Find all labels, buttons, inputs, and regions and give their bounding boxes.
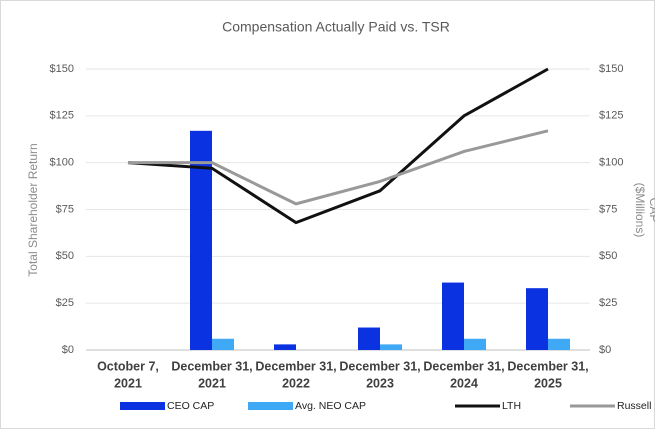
bar [464, 338, 486, 350]
bar [380, 344, 402, 350]
y-tick-label: $150 [50, 63, 74, 75]
x-tick-label: December 31, 2023 [339, 360, 420, 391]
bar [212, 338, 234, 350]
y-tick-label: $50 [56, 250, 74, 262]
y2-tick-label: $25 [599, 297, 617, 309]
y-tick-label: $125 [50, 110, 74, 122]
legend-label: LTH [502, 400, 521, 412]
bar [274, 344, 296, 350]
y2-tick-label: $50 [599, 250, 617, 262]
y2-axis-title: CAP($Millions) [633, 183, 655, 238]
y-tick-label: $25 [56, 297, 74, 309]
x-tick-label: December 31, 2025 [507, 360, 588, 391]
y2-tick-label: $150 [599, 63, 623, 75]
bar [190, 130, 212, 350]
bar [358, 327, 380, 350]
legend-label: Russell 2000 [617, 400, 655, 412]
x-tick-label: October 7, 2021 [97, 360, 159, 391]
x-tick-label: December 31, 2021 [171, 360, 252, 391]
y-tick-label: $0 [62, 344, 74, 356]
bar [442, 282, 464, 350]
y2-tick-label: $125 [599, 110, 623, 122]
y2-tick-label: $100 [599, 157, 623, 169]
y-tick-label: $75 [56, 203, 74, 215]
x-tick-label: December 31, 2022 [255, 360, 336, 391]
y2-tick-label: $0 [599, 344, 611, 356]
bar [526, 288, 548, 350]
legend-swatch [248, 402, 293, 410]
y-tick-label: $100 [50, 157, 74, 169]
legend-swatch [120, 402, 165, 410]
chart-title: Compensation Actually Paid vs. TSR [222, 19, 450, 35]
x-tick-label: December 31, 2024 [423, 360, 504, 391]
y2-tick-label: $75 [599, 203, 617, 215]
line [128, 129, 549, 206]
y-axis-title: Total Shareholder Return [26, 143, 40, 276]
legend-label: Avg. NEO CAP [295, 400, 366, 412]
bar [548, 338, 570, 350]
line [127, 67, 549, 225]
legend-label: CEO CAP [167, 400, 214, 412]
